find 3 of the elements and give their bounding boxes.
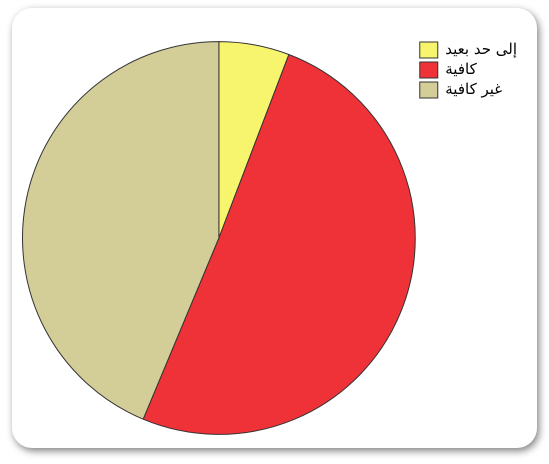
legend-label: غير كافية	[445, 80, 502, 98]
legend-label: كافية	[445, 60, 478, 78]
legend-label: إلى حد بعيد	[445, 40, 517, 58]
